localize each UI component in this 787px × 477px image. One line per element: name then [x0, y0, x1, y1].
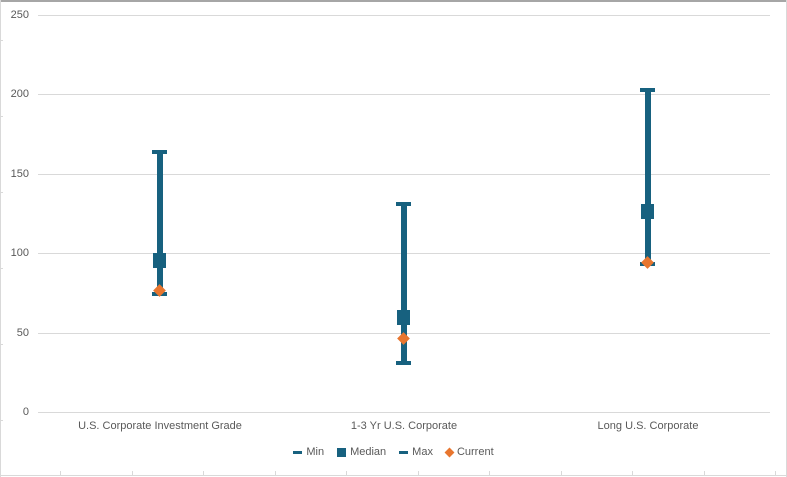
median-marker[interactable]: [641, 204, 654, 219]
range-line[interactable]: [401, 204, 407, 363]
y-axis-minor-tick: [0, 268, 3, 269]
median-marker[interactable]: [397, 310, 410, 325]
y-axis-minor-tick: [0, 420, 3, 421]
y-axis-label: 100: [10, 247, 29, 259]
min-marker[interactable]: [396, 361, 411, 365]
x-axis-minor-tick: [704, 471, 705, 475]
x-axis-minor-tick: [418, 471, 419, 475]
chart-bottom-border: [0, 475, 787, 476]
y-axis-minor-tick: [0, 344, 3, 345]
y-axis-minor-tick: [0, 40, 3, 41]
legend-item-max[interactable]: Max: [399, 446, 433, 458]
max-dash-icon: [399, 450, 409, 454]
x-axis-minor-tick: [275, 471, 276, 475]
max-marker[interactable]: [152, 150, 167, 154]
median-square-icon: [337, 447, 347, 457]
gridline: [38, 94, 770, 95]
x-axis-minor-tick: [632, 471, 633, 475]
max-marker[interactable]: [396, 202, 411, 206]
y-axis-label: 150: [10, 168, 29, 180]
gridline: [38, 174, 770, 175]
x-axis-minor-tick: [60, 471, 61, 475]
chart-legend: Min Median Max Current: [0, 446, 787, 458]
x-axis-minor-tick: [489, 471, 490, 475]
category-label: 1-3 Yr U.S. Corporate: [350, 420, 458, 432]
y-axis-minor-tick: [0, 192, 3, 193]
x-axis-minor-tick: [346, 471, 347, 475]
legend-item-min[interactable]: Min: [293, 446, 324, 458]
x-axis-minor-tick: [775, 471, 776, 475]
range-line[interactable]: [645, 90, 651, 265]
gridline: [38, 412, 770, 413]
current-diamond-icon: [444, 447, 455, 457]
legend-item-current[interactable]: Current: [444, 446, 494, 458]
median-marker[interactable]: [153, 253, 166, 268]
legend-item-median[interactable]: Median: [337, 446, 386, 458]
chart-top-edge: [0, 0, 787, 2]
category-label: Long U.S. Corporate: [597, 420, 699, 432]
current-marker[interactable]: [397, 332, 410, 345]
gridline: [38, 15, 770, 16]
legend-label-current: Current: [456, 446, 494, 458]
legend-label-median: Median: [350, 446, 387, 458]
y-axis-label: 50: [16, 327, 29, 339]
max-marker[interactable]: [640, 88, 655, 92]
range-line[interactable]: [157, 152, 163, 295]
chart-left-border: [0, 0, 1, 477]
x-axis-minor-tick: [132, 471, 133, 475]
y-axis-minor-tick: [0, 116, 3, 117]
y-axis-label: 0: [22, 406, 29, 418]
category-label: U.S. Corporate Investment Grade: [78, 420, 242, 432]
min-dash-icon: [293, 450, 303, 454]
y-axis-label: 200: [10, 88, 29, 100]
x-axis-minor-tick: [203, 471, 204, 475]
y-axis-label: 250: [10, 9, 29, 21]
legend-label-max: Max: [412, 446, 433, 458]
legend-label-min: Min: [306, 446, 325, 458]
current-marker[interactable]: [641, 256, 654, 269]
x-axis-minor-tick: [561, 471, 562, 475]
